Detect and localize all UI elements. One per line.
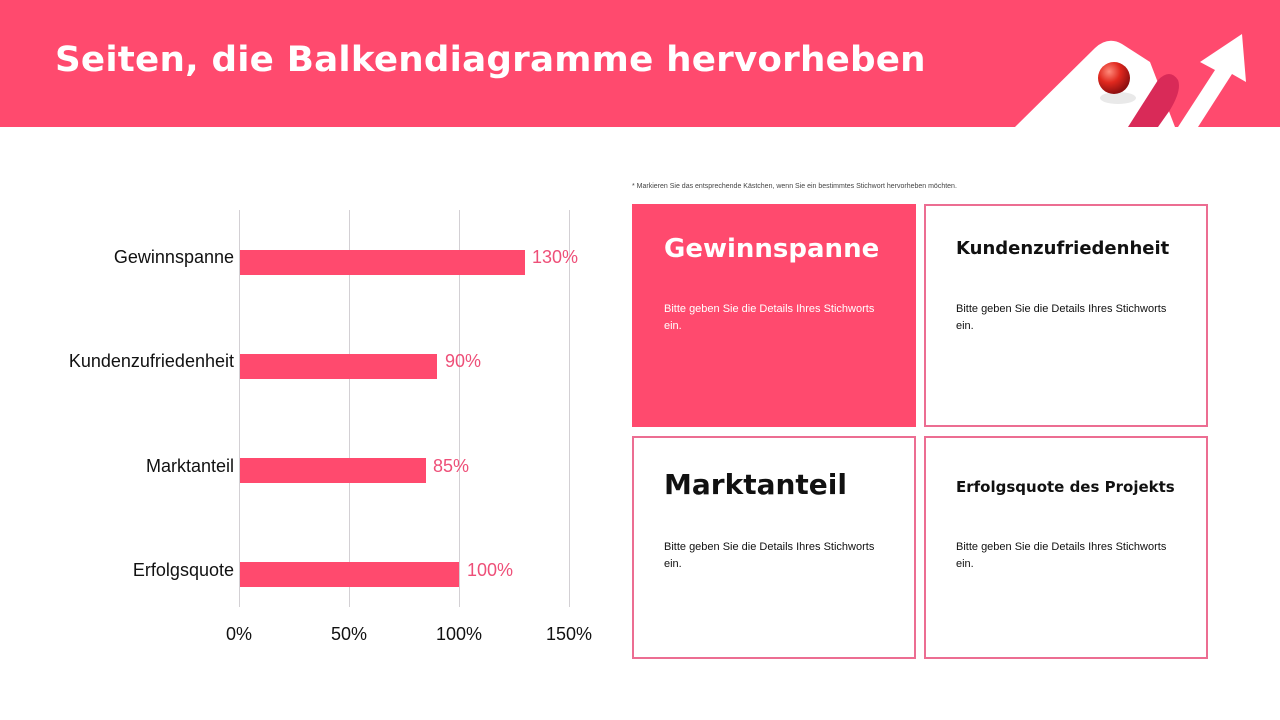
growth-arrow-with-ball-icon	[1015, 34, 1246, 127]
page-title: Seiten, die Balkendiagramme hervorheben	[55, 40, 926, 80]
bar-chart: Gewinnspanne 130% Kundenzufriedenheit 90…	[0, 190, 610, 660]
x-tick-50: 50%	[330, 624, 368, 644]
gridline-100	[459, 210, 460, 607]
bar-value-marktanteil: 85%	[433, 456, 470, 476]
gridline-0	[239, 210, 240, 607]
bar-value-gewinnspanne: 130%	[532, 247, 579, 267]
header-banner: Seiten, die Balkendiagramme hervorheben	[0, 0, 1280, 127]
card-body: Bitte geben Sie die Details Ihres Stichw…	[664, 541, 875, 570]
card-title: Kundenzufriedenheit	[956, 238, 1170, 259]
x-tick-100: 100%	[435, 624, 483, 644]
bar-value-kundenzufriedenheit: 90%	[445, 351, 482, 371]
keyword-card-erfolgsquote[interactable]: Erfolgsquote des Projekts Bitte geben Si…	[924, 436, 1208, 659]
card-body: Bitte geben Sie die Details Ihres Stichw…	[956, 303, 1167, 332]
gridline-150	[569, 210, 570, 607]
bar-marktanteil	[240, 458, 426, 483]
bar-erfolgsquote	[240, 562, 459, 587]
x-tick-0: 0%	[225, 624, 252, 644]
card-body: Bitte geben Sie die Details Ihres Stichw…	[664, 303, 875, 332]
bar-label-marktanteil: Marktanteil	[145, 456, 234, 476]
card-title: Gewinnspanne	[664, 234, 880, 264]
x-tick-150: 150%	[545, 624, 593, 644]
gridline-50	[349, 210, 350, 607]
keyword-card-gewinnspanne[interactable]: Gewinnspanne Bitte geben Sie die Details…	[632, 204, 916, 427]
keyword-card-kundenzufriedenheit[interactable]: Kundenzufriedenheit Bitte geben Sie die …	[924, 204, 1208, 427]
bar-value-erfolgsquote: 100%	[467, 560, 514, 580]
card-title: Erfolgsquote des Projekts	[956, 478, 1175, 496]
keyword-card-marktanteil[interactable]: Marktanteil Bitte geben Sie die Details …	[632, 436, 916, 659]
bar-label-kundenzufriedenheit: Kundenzufriedenheit	[68, 351, 234, 371]
card-title: Marktanteil	[664, 468, 847, 501]
bar-label-erfolgsquote: Erfolgsquote	[132, 560, 234, 580]
instruction-note: * Markieren Sie das entsprechende Kästch…	[632, 183, 957, 190]
bar-kundenzufriedenheit	[240, 354, 437, 379]
bar-label-gewinnspanne: Gewinnspanne	[113, 247, 234, 267]
bar-gewinnspanne	[240, 250, 525, 275]
card-body: Bitte geben Sie die Details Ihres Stichw…	[956, 541, 1167, 570]
